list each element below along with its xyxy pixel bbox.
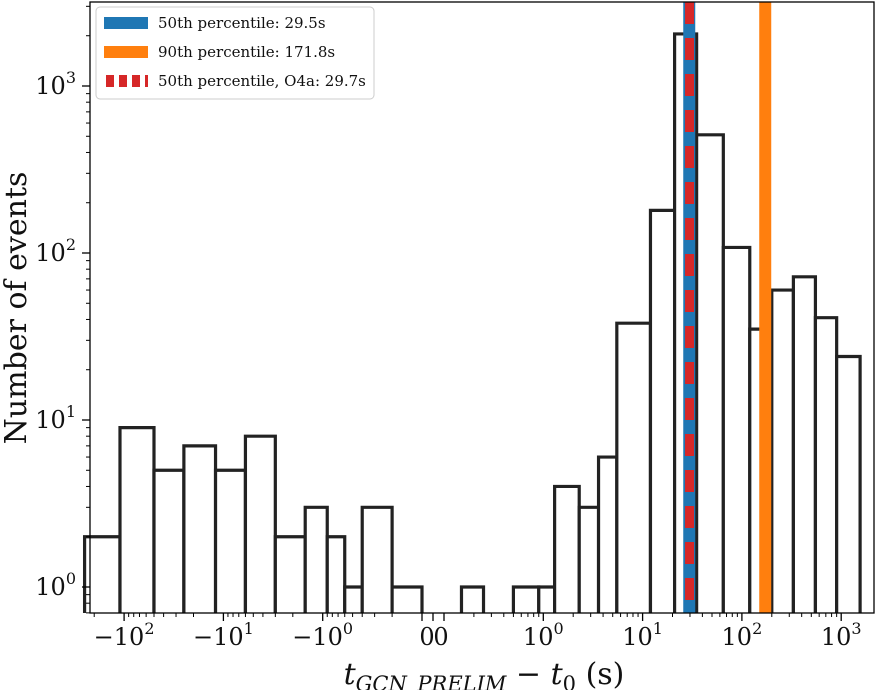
x-tick-label: 100: [523, 619, 564, 651]
plot-frame: [89, 1, 875, 614]
legend-label: 50th percentile: 29.5s: [158, 14, 326, 32]
x-tick-label: 0: [419, 623, 434, 651]
y-tick-label: 103: [35, 68, 76, 100]
x-axis-label: tGCN_PRELIM − t0 (s): [344, 657, 625, 690]
histogram-bar: [243, 434, 277, 613]
legend-label: 90th percentile: 171.8s: [158, 43, 335, 61]
histogram-bar: [648, 208, 677, 613]
histogram-bar: [182, 444, 218, 613]
histogram-bar: [835, 354, 862, 613]
histogram-bar: [813, 316, 839, 613]
histogram-bar: [511, 585, 541, 613]
histogram-bar: [152, 468, 186, 613]
percentile-lines: [683, 2, 772, 613]
histogram-bar: [118, 426, 156, 613]
histogram-bar: [615, 321, 653, 613]
histogram-bars: [82, 32, 862, 613]
y-tick-label: 102: [35, 235, 76, 267]
x-tick-label: 101: [622, 619, 663, 651]
x-tick-label: 0: [433, 623, 448, 651]
histogram-bar: [459, 585, 486, 613]
y-axis-ticks: 100 101 102 103: [35, 5, 90, 614]
y-axis-label: Number of events: [0, 172, 34, 445]
histogram-bar: [596, 455, 619, 613]
histogram-bar: [721, 245, 752, 613]
legend-label: 50th percentile, O4a: 29.7s: [158, 72, 366, 90]
histogram-bar: [577, 505, 601, 613]
histogram-bar: [360, 505, 394, 613]
legend: 50th percentile: 29.5s 90th percentile: 1…: [95, 6, 375, 100]
histogram-bar: [343, 585, 364, 613]
y-tick-label: 100: [35, 569, 76, 601]
histogram-bar: [213, 468, 248, 613]
histogram-bar: [325, 535, 347, 613]
histogram-bar: [770, 288, 795, 613]
histogram-bar: [791, 275, 818, 613]
histogram-bar: [273, 535, 307, 613]
histogram-bar: [390, 585, 424, 613]
x-tick-label: 103: [821, 619, 862, 651]
y-tick-label: 101: [35, 402, 76, 434]
histogram-bar: [537, 585, 557, 613]
x-tick-label: −101: [193, 619, 254, 651]
x-tick-label: −100: [292, 619, 353, 651]
x-tick-label: −102: [94, 619, 155, 651]
histogram-bar: [553, 484, 581, 613]
histogram-bar: [695, 133, 725, 613]
x-tick-label: 102: [722, 619, 763, 651]
legend-box: [95, 6, 375, 100]
histogram-bar: [303, 505, 329, 613]
x-axis-ticks: −102 −101 −100 00 100 101 102 103: [94, 613, 862, 651]
